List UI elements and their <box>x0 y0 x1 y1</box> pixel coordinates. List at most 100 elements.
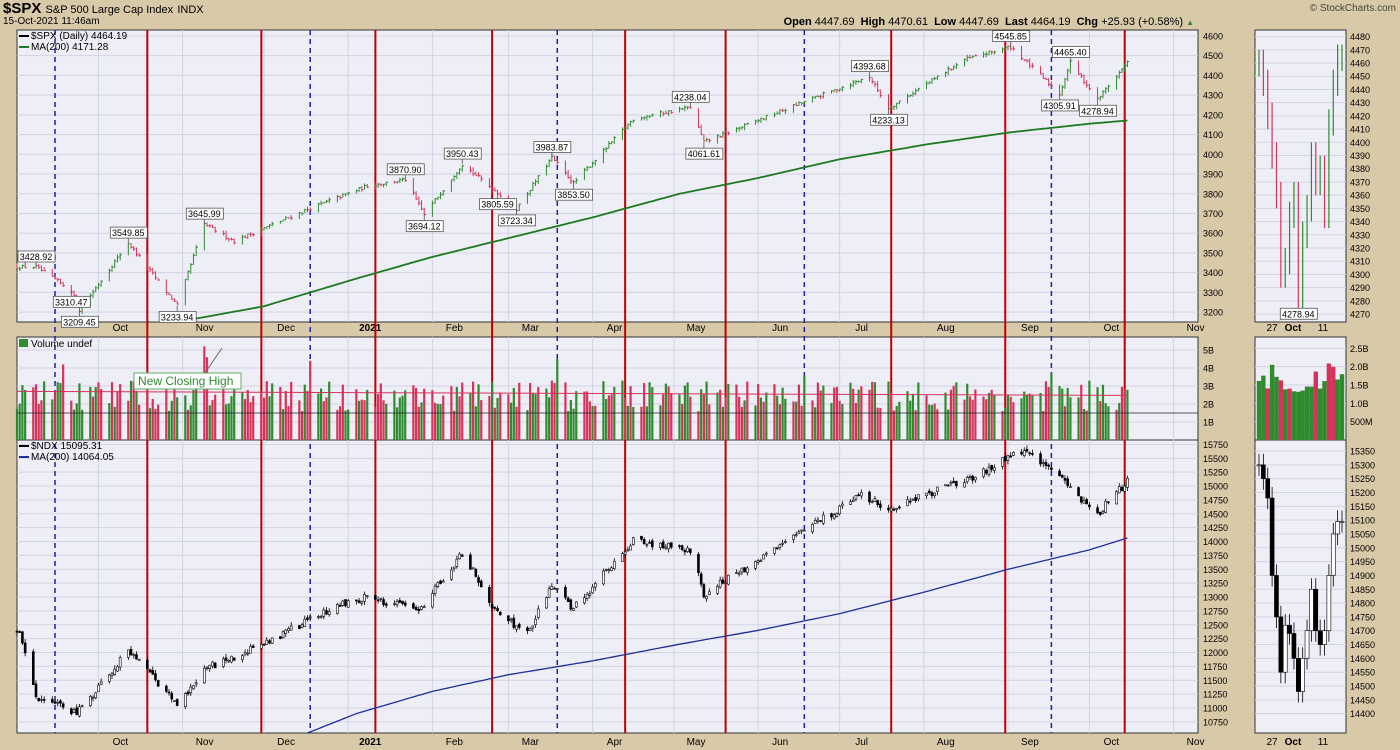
ndx-candle-body <box>854 494 858 500</box>
ndx-legend: $NDX 15095.31 <box>31 441 103 452</box>
ndx-candle-body <box>97 684 100 693</box>
volume-bar <box>338 406 342 440</box>
ndx-candle-body <box>108 674 111 682</box>
volume-y-tick-label: 3B <box>1203 382 1214 392</box>
volume-bar <box>944 392 947 440</box>
ndx-candle-body <box>1050 467 1053 470</box>
inset-x-tick-label: 27 <box>1266 737 1278 748</box>
ndx-candle-body <box>816 519 820 522</box>
volume-bar <box>319 388 323 440</box>
volume-bar <box>575 391 578 440</box>
ndx-candle-body <box>699 573 703 585</box>
ndx-candle-body <box>553 587 556 590</box>
volume-bar <box>987 392 991 440</box>
inset-x-tick-label: 11 <box>1318 323 1329 334</box>
ndx-candle-body <box>251 645 255 648</box>
ndx-inset-body <box>1339 521 1345 523</box>
spx-inset-y-tick-label: 4350 <box>1350 204 1370 214</box>
ndx-candle-body <box>469 554 472 570</box>
price-annotation: 3870.90 <box>389 165 422 175</box>
volume-bar <box>1004 407 1007 440</box>
volume-average-line <box>16 390 1128 396</box>
volume-bar <box>246 389 249 440</box>
ndx-candle-body <box>993 467 996 471</box>
ndx-candle-body <box>490 603 494 609</box>
volume-bar <box>51 399 54 440</box>
volume-bar <box>830 402 833 440</box>
annotation-box <box>61 315 99 328</box>
ndx-candle-body <box>1039 453 1042 465</box>
ndx-candle-body <box>955 481 958 487</box>
volume-bar <box>398 397 401 440</box>
ndx-candle-body <box>376 599 380 602</box>
ndx-candle-body <box>287 628 290 631</box>
volume-bar <box>300 411 304 440</box>
volume-legend: Volume undef <box>31 339 92 350</box>
ndx-candle-body <box>716 586 719 594</box>
volume-bar <box>700 389 703 440</box>
low-value: 4447.69 <box>959 16 999 28</box>
volume-bar <box>662 394 665 440</box>
ndx-y-tick-label: 11750 <box>1203 662 1227 672</box>
volume-bar <box>765 392 768 440</box>
volume-bar <box>499 393 502 440</box>
ndx-candle-body <box>737 572 741 575</box>
ndx-inset-body <box>1265 478 1271 499</box>
volume-bar <box>621 380 624 440</box>
ndx-candle-body <box>1060 474 1064 478</box>
volume-bar <box>474 406 477 440</box>
ndx-candle-body <box>357 600 361 603</box>
volume-bar <box>833 387 836 440</box>
volume-bar <box>708 404 711 440</box>
volume-legend-icon <box>19 339 28 347</box>
spx-inset-y-tick-label: 4360 <box>1350 191 1370 201</box>
volume-bar <box>205 357 209 440</box>
spx-y-tick-label: 3300 <box>1203 288 1223 298</box>
ndx-candle-body <box>1120 487 1124 491</box>
price-annotation: 3723.34 <box>500 216 533 226</box>
ndx-inset-y-tick-label: 15000 <box>1350 543 1375 553</box>
volume-bar <box>249 402 252 440</box>
volume-inset-bar <box>1287 388 1292 440</box>
volume-bar <box>1042 411 1045 440</box>
volume-bar <box>797 384 801 440</box>
month-tick-label: Oct <box>113 323 129 334</box>
volume-bar <box>719 389 722 440</box>
ndx-candle-body <box>555 588 559 590</box>
ndx-candle-body <box>990 464 993 470</box>
volume-bar <box>360 399 363 440</box>
volume-bar <box>376 394 380 440</box>
volume-bar <box>982 396 985 440</box>
spx-y-tick-label: 3900 <box>1203 170 1223 180</box>
ndx-inset-y-tick-label: 15150 <box>1350 502 1375 512</box>
volume-bar <box>624 397 627 440</box>
volume-bar <box>317 393 320 440</box>
volume-bar <box>43 381 46 440</box>
ndx-candle-body <box>879 503 882 508</box>
month-tick-label: Apr <box>607 323 623 334</box>
volume-bar <box>556 359 559 440</box>
volume-bar <box>795 401 798 440</box>
ndx-candle-body <box>170 693 174 700</box>
volume-bar <box>262 397 266 440</box>
volume-inset-bar <box>1274 376 1279 440</box>
volume-bar <box>374 406 377 440</box>
volume-bar <box>632 406 635 440</box>
volume-bar <box>434 402 437 440</box>
symbol-title: $SPX S&P 500 Large Cap Index INDX <box>3 0 204 17</box>
ndx-candle-body <box>75 707 79 715</box>
ndx-candle-body <box>344 599 347 607</box>
volume-bar <box>192 390 195 440</box>
annotation-box <box>992 30 1031 43</box>
new-closing-high-annotation: New Closing High <box>138 374 233 388</box>
ndx-candle-body <box>610 567 613 571</box>
volume-bar <box>814 407 817 440</box>
ndx-candle-body <box>37 697 41 701</box>
ndx-candle-body <box>69 708 73 715</box>
ndx-candle-body <box>1069 486 1072 488</box>
ndx-candle-body <box>822 514 825 524</box>
volume-bar <box>431 390 434 440</box>
volume-bar <box>930 404 934 440</box>
volume-bar <box>537 387 540 440</box>
volume-bar <box>154 408 157 440</box>
